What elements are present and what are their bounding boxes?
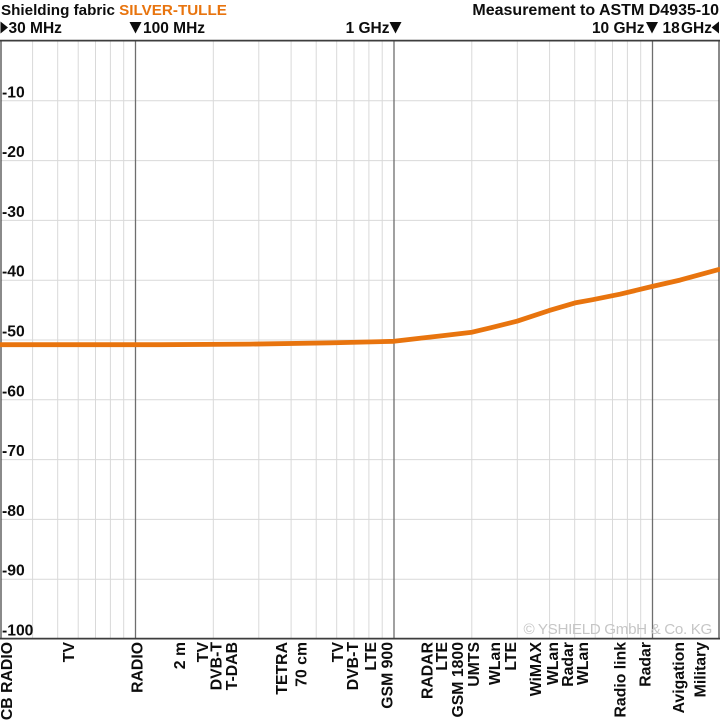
svg-text:-40: -40 — [2, 264, 25, 281]
svg-text:18 GHz: 18 GHz — [662, 20, 712, 37]
svg-text:DVB-T: DVB-T — [209, 642, 226, 691]
svg-text:30 MHz: 30 MHz — [9, 20, 63, 37]
svg-text:Shielding fabric SILVER-TULLE: Shielding fabric SILVER-TULLE — [1, 2, 227, 19]
svg-text:100 MHz: 100 MHz — [143, 20, 205, 37]
svg-text:-50: -50 — [2, 324, 25, 341]
svg-text:RADIO: RADIO — [130, 642, 147, 693]
svg-text:-60: -60 — [2, 383, 25, 400]
svg-text:TV: TV — [61, 642, 78, 663]
svg-text:DVB-T: DVB-T — [345, 642, 362, 691]
svg-text:Radar: Radar — [560, 642, 577, 687]
svg-text:TV: TV — [195, 642, 212, 663]
svg-text:70 cm: 70 cm — [294, 642, 311, 687]
svg-text:-70: -70 — [2, 443, 25, 460]
svg-text:CB RADIO: CB RADIO — [0, 642, 16, 720]
svg-text:WLan: WLan — [545, 642, 562, 685]
svg-text:GSM 1800: GSM 1800 — [450, 642, 467, 718]
svg-text:Avigation: Avigation — [671, 642, 688, 713]
svg-text:WLan: WLan — [575, 642, 592, 685]
svg-text:© YSHIELD GmbH & Co. KG: © YSHIELD GmbH & Co. KG — [523, 621, 712, 638]
svg-text:LTE: LTE — [363, 642, 380, 671]
svg-text:Radio link: Radio link — [613, 642, 630, 718]
svg-text:GSM 900: GSM 900 — [380, 642, 397, 709]
svg-text:2 m: 2 m — [172, 642, 189, 669]
svg-text:LTE: LTE — [503, 642, 520, 671]
svg-text:1 GHz: 1 GHz — [346, 20, 390, 37]
svg-text:RADAR: RADAR — [420, 641, 437, 699]
svg-text:-100: -100 — [2, 623, 34, 640]
svg-text:-20: -20 — [2, 144, 25, 161]
svg-text:WiMAX: WiMAX — [528, 642, 545, 697]
svg-text:TETRA: TETRA — [274, 642, 291, 695]
svg-text:UMTS: UMTS — [466, 642, 483, 687]
svg-text:-80: -80 — [2, 503, 25, 520]
svg-text:Measurement to ASTM D4935-10: Measurement to ASTM D4935-10 — [472, 2, 719, 19]
svg-text:-30: -30 — [2, 204, 25, 221]
svg-text:TV: TV — [330, 642, 347, 663]
svg-text:-10: -10 — [2, 84, 25, 101]
svg-text:T-DAB: T-DAB — [224, 642, 241, 690]
svg-text:Military: Military — [693, 642, 710, 698]
svg-text:LTE: LTE — [434, 642, 451, 671]
svg-text:WLan: WLan — [487, 642, 504, 685]
svg-text:Radar: Radar — [638, 642, 655, 687]
svg-text:10 GHz: 10 GHz — [592, 20, 645, 37]
svg-text:-90: -90 — [2, 563, 25, 580]
